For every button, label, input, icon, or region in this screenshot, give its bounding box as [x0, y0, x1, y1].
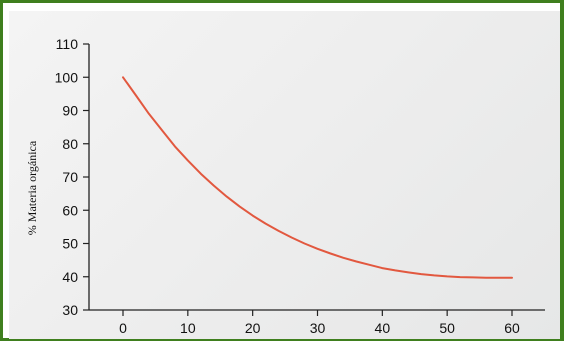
series-group — [122, 76, 513, 279]
y-axis-label: % Materia orgánica — [25, 140, 39, 235]
y-tick-label: 90 — [62, 103, 78, 119]
y-tick-label: 30 — [62, 302, 78, 318]
x-tick-label: 60 — [504, 320, 520, 336]
x-tick-label: 40 — [375, 320, 391, 336]
x-tick-label: 50 — [439, 320, 455, 336]
y-tick-label: 110 — [56, 36, 79, 52]
y-tick-label: 50 — [62, 236, 78, 252]
series-line — [122, 76, 513, 279]
x-tick-label: 20 — [245, 320, 261, 336]
axes — [88, 44, 545, 311]
y-tick-label: 100 — [55, 69, 79, 85]
x-tick-label: 30 — [310, 320, 326, 336]
y-tick-label: 60 — [62, 202, 78, 218]
x-ticks: 0 10 20 30 40 50 60 — [119, 310, 520, 336]
x-tick-label: 10 — [180, 320, 196, 336]
y-tick-label: 40 — [62, 269, 78, 285]
chart-panel — [9, 11, 560, 339]
y-tick-label: 70 — [62, 169, 78, 185]
y-ticks: 30 40 50 60 70 80 90 100 110 — [55, 36, 89, 318]
x-tick-label: 0 — [119, 320, 127, 336]
y-tick-label: 80 — [62, 136, 78, 152]
